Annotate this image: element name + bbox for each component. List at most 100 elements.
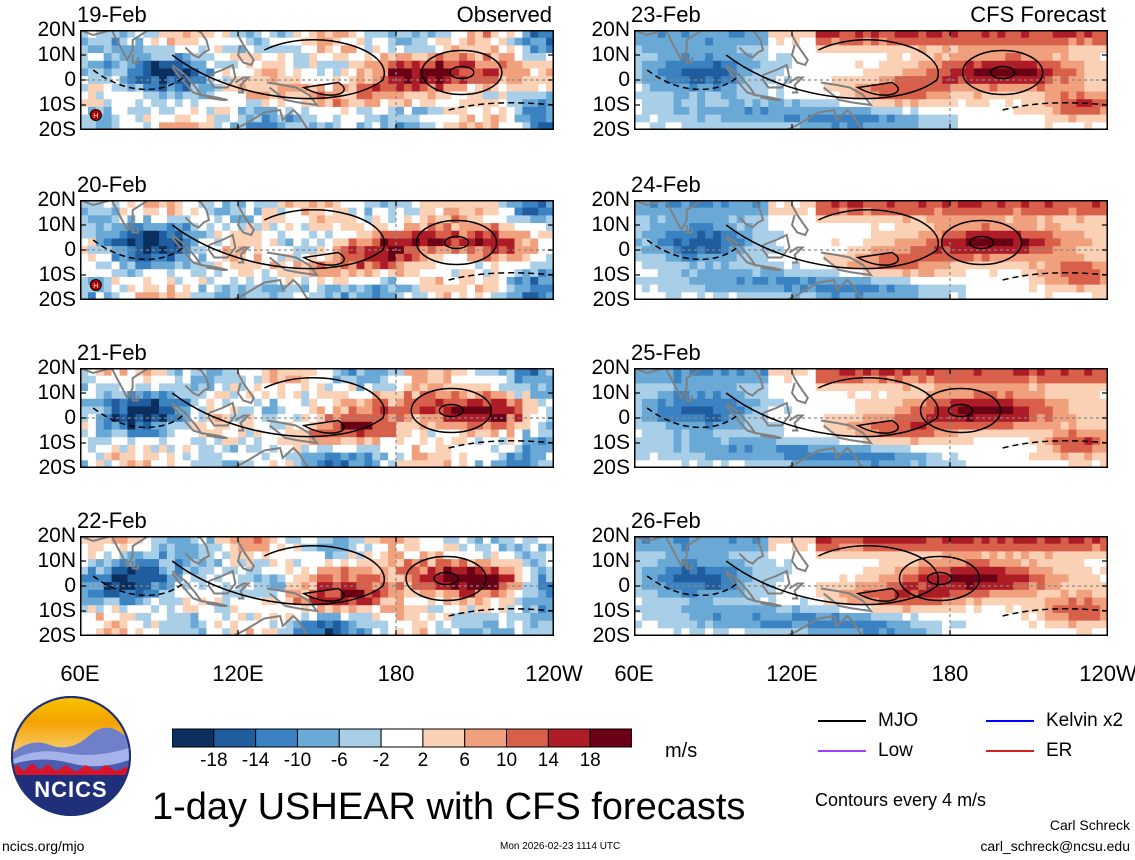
colorbar-swatch (255, 728, 298, 748)
latitude-tick-label: 20S (38, 624, 76, 647)
latitude-tick-label: 10S (592, 93, 630, 116)
colorbar-swatch (422, 728, 466, 748)
colorbar-tick-label: 6 (459, 750, 471, 771)
longitude-tick-label: 120W (1079, 661, 1135, 686)
legend-swatch (986, 719, 1034, 722)
mjo-contours (646, 209, 1108, 281)
panel-date-label: 20-Feb (77, 172, 147, 197)
latitude-tick-label: 20S (592, 624, 630, 647)
panel-ticks (80, 30, 554, 130)
mjo-contours (646, 39, 1108, 111)
er-high-marker: H (89, 279, 102, 291)
latitude-tick-label: 20S (592, 288, 630, 311)
legend-item: MJO (818, 710, 918, 732)
legend-label: ER (1046, 740, 1073, 761)
coastlines (634, 30, 874, 130)
colorbar-swatch (338, 728, 382, 748)
footer-timestamp: Mon 2026-02-23 1114 UTC (500, 841, 621, 852)
latitude-tick-label: 10S (38, 93, 76, 116)
longitude-tick-label: 120E (766, 661, 818, 686)
panel-ticks (80, 368, 554, 468)
colorbar-tick-label: -10 (283, 750, 312, 771)
mjo-contours (92, 39, 554, 111)
colorbar-swatch (380, 728, 424, 748)
latitude-tick-label: 10S (592, 431, 630, 454)
panel-date-label: 21-Feb (77, 340, 147, 365)
latitude-tick-label: 20S (38, 118, 76, 141)
latitude-tick-label: 20N (37, 356, 76, 379)
latitude-tick-label: 20S (592, 118, 630, 141)
latitude-tick-label: 0 (64, 574, 76, 597)
panel-ticks (634, 536, 1108, 636)
heatmap-panel (634, 368, 1108, 468)
latitude-tick-label: 20N (37, 188, 76, 211)
main-title: 1-day USHEAR with CFS forecasts (152, 786, 746, 828)
colorbar-swatch (172, 728, 215, 748)
panel-date-label: 23-Feb (631, 2, 701, 27)
latitude-tick-label: 10N (591, 213, 630, 236)
panel-ticks (80, 200, 554, 300)
colorbar-swatch (547, 728, 591, 748)
footer-url[interactable]: ncics.org/mjo (2, 838, 85, 854)
logo-text: NCICS (34, 777, 108, 802)
colorbar-tick-label: 14 (537, 750, 559, 771)
legend-swatch (818, 749, 866, 752)
latitude-tick-label: 10S (592, 263, 630, 286)
colorbar-tick-label: 18 (579, 750, 601, 771)
latitude-tick-label: 10N (37, 213, 76, 236)
legend-item: Kelvin x2 (986, 710, 1123, 732)
colorbar (172, 728, 632, 748)
panel-ticks (634, 368, 1108, 468)
longitude-tick-label: 180 (377, 661, 415, 686)
heatmap-panel (634, 536, 1108, 636)
legend-label: Kelvin x2 (1046, 710, 1124, 731)
colorbar-swatch (464, 728, 508, 748)
panel-ticks (80, 536, 554, 636)
legend-swatch (818, 719, 866, 722)
colorbar-units: m/s (665, 740, 698, 762)
latitude-tick-label: 20N (591, 356, 630, 379)
longitude-tick-label: 180 (931, 661, 969, 686)
latitude-tick-label: 10S (38, 431, 76, 454)
latitude-tick-label: 0 (618, 406, 630, 429)
longitude-tick-label: 120E (212, 661, 264, 686)
colorbar-swatch (506, 728, 549, 748)
colorbar-tick-label: -2 (372, 750, 390, 771)
svg-text:H: H (93, 283, 98, 290)
colorbar-tick-label: -14 (241, 750, 270, 771)
panel-date-label: 26-Feb (631, 508, 701, 533)
latitude-tick-label: 0 (64, 68, 76, 91)
heatmap-panel (634, 200, 1108, 300)
heatmap-cells (80, 536, 554, 636)
legend-label: Low (878, 740, 913, 761)
mjo-contours (92, 377, 554, 449)
latitude-tick-label: 20N (591, 18, 630, 41)
latitude-tick-label: 10N (591, 43, 630, 66)
coastlines (634, 536, 874, 636)
er-high-marker: H (89, 109, 102, 121)
heatmap-panel: H (80, 200, 554, 300)
mjo-contours (92, 545, 554, 617)
latitude-tick-label: 10N (591, 549, 630, 572)
latitude-tick-label: 10N (37, 43, 76, 66)
legend-item: Low (818, 740, 913, 762)
longitude-tick-label: 60E (60, 661, 100, 686)
latitude-tick-label: 20S (592, 456, 630, 479)
panel-date-label: 24-Feb (631, 172, 701, 197)
footer-email[interactable]: carl_schreck@ncsu.edu (980, 838, 1130, 854)
coastlines (80, 368, 320, 468)
panel-date-label: 19-Feb (77, 2, 147, 27)
colorbar-tick-label: 10 (495, 750, 518, 771)
colorbar-tick-label: -6 (330, 750, 348, 771)
latitude-tick-label: 10S (38, 263, 76, 286)
mjo-contours (646, 377, 1108, 449)
latitude-tick-label: 20N (37, 524, 76, 547)
latitude-tick-label: 20N (37, 18, 76, 41)
legend-item: ER (986, 740, 1072, 762)
footer-author: Carl Schreck (1049, 817, 1130, 833)
observed-column-label: Observed (456, 2, 552, 27)
ncics-logo: NCICS (10, 695, 132, 817)
legend-label: MJO (878, 710, 919, 731)
latitude-tick-label: 0 (618, 574, 630, 597)
colorbar-tick-label: -18 (200, 750, 228, 771)
